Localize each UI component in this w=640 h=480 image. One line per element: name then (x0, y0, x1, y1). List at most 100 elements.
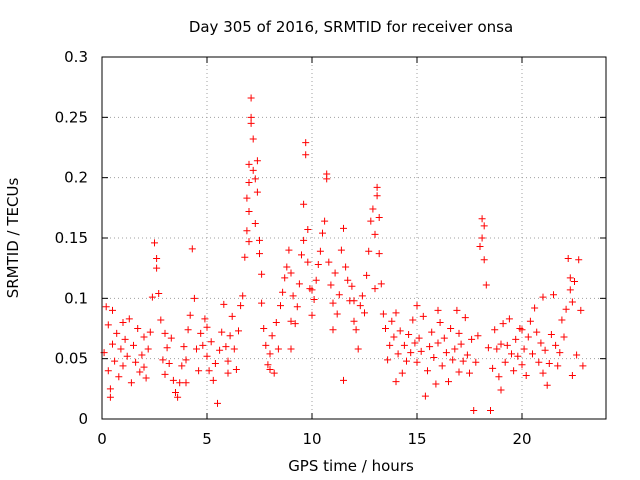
data-point (428, 328, 436, 336)
data-point (211, 359, 219, 367)
data-point (468, 335, 476, 343)
data-point (245, 238, 253, 246)
data-point (455, 329, 463, 337)
axis-ticks: 0 5 10 15 20 0 0.05 0.1 0.15 0.2 0.25 0.3 (55, 48, 606, 448)
data-point (421, 392, 429, 400)
data-point (121, 335, 129, 343)
data-point (434, 306, 442, 314)
data-point (302, 151, 310, 159)
data-point (132, 358, 140, 366)
data-point (119, 318, 127, 326)
data-point (308, 286, 316, 294)
data-point (495, 373, 503, 381)
data-point (568, 372, 576, 380)
data-point (539, 293, 547, 301)
data-point (472, 358, 480, 366)
data-point (180, 343, 188, 351)
data-point (285, 246, 293, 254)
data-point (283, 263, 291, 271)
data-point (169, 376, 177, 384)
data-point (302, 139, 310, 147)
data-point (350, 297, 358, 305)
data-point (497, 340, 505, 348)
data-point (461, 314, 469, 322)
data-point (195, 367, 203, 375)
data-point (136, 368, 144, 376)
data-point (451, 345, 459, 353)
data-point (476, 242, 484, 250)
data-point (209, 376, 217, 384)
data-point (111, 357, 119, 365)
data-point (224, 357, 232, 365)
data-point (459, 357, 467, 365)
data-point (480, 256, 488, 264)
data-point (547, 331, 555, 339)
data-point (419, 312, 427, 320)
data-point (424, 367, 431, 375)
data-point (268, 332, 276, 340)
data-point (304, 226, 312, 234)
data-point (333, 310, 341, 318)
data-point (510, 367, 518, 375)
data-point (188, 245, 196, 253)
data-point (266, 366, 274, 374)
data-point (518, 326, 526, 334)
data-point (144, 345, 152, 353)
y-tick-label: 0.3 (64, 48, 88, 66)
data-point (264, 361, 272, 369)
data-point (125, 315, 133, 323)
data-point (314, 261, 322, 269)
data-point (319, 229, 326, 237)
x-tick-label: 10 (302, 430, 321, 448)
data-point (371, 230, 379, 238)
data-point (291, 320, 299, 328)
data-point (218, 328, 226, 336)
data-point (159, 356, 167, 364)
data-point (400, 341, 408, 349)
data-point (375, 213, 383, 221)
data-point (316, 247, 324, 255)
data-point (564, 255, 572, 263)
data-point (356, 302, 364, 310)
data-point (340, 224, 347, 232)
data-point (312, 276, 320, 284)
data-point (344, 276, 352, 284)
grid-layer (102, 57, 606, 419)
data-point (300, 236, 308, 244)
data-point (392, 378, 400, 386)
data-point (115, 373, 123, 381)
data-point (258, 299, 266, 307)
data-point (331, 269, 339, 277)
data-point (478, 215, 486, 223)
data-point (287, 269, 295, 277)
data-point (373, 183, 381, 191)
data-point (478, 234, 486, 242)
data-point (562, 305, 570, 313)
data-point (308, 311, 316, 319)
data-point (396, 327, 404, 335)
data-point (279, 288, 287, 296)
data-point (426, 343, 434, 351)
data-point (251, 220, 259, 228)
data-point (138, 351, 146, 359)
data-point (545, 359, 553, 367)
data-point (272, 318, 280, 326)
data-point (367, 217, 375, 225)
data-point (537, 339, 545, 347)
data-point (489, 364, 497, 372)
data-point (321, 217, 329, 225)
data-point (449, 356, 457, 364)
data-point (109, 306, 116, 314)
data-point (134, 325, 142, 332)
data-point (487, 407, 494, 415)
data-point (474, 332, 482, 340)
data-point (304, 258, 312, 266)
data-point (508, 350, 515, 358)
data-point (203, 352, 211, 360)
data-point (566, 274, 574, 282)
data-point (566, 286, 574, 294)
data-point (140, 363, 148, 371)
data-point (394, 350, 402, 358)
data-point (415, 334, 423, 342)
y-axis-label: SRMTID / TECUs (4, 178, 22, 299)
